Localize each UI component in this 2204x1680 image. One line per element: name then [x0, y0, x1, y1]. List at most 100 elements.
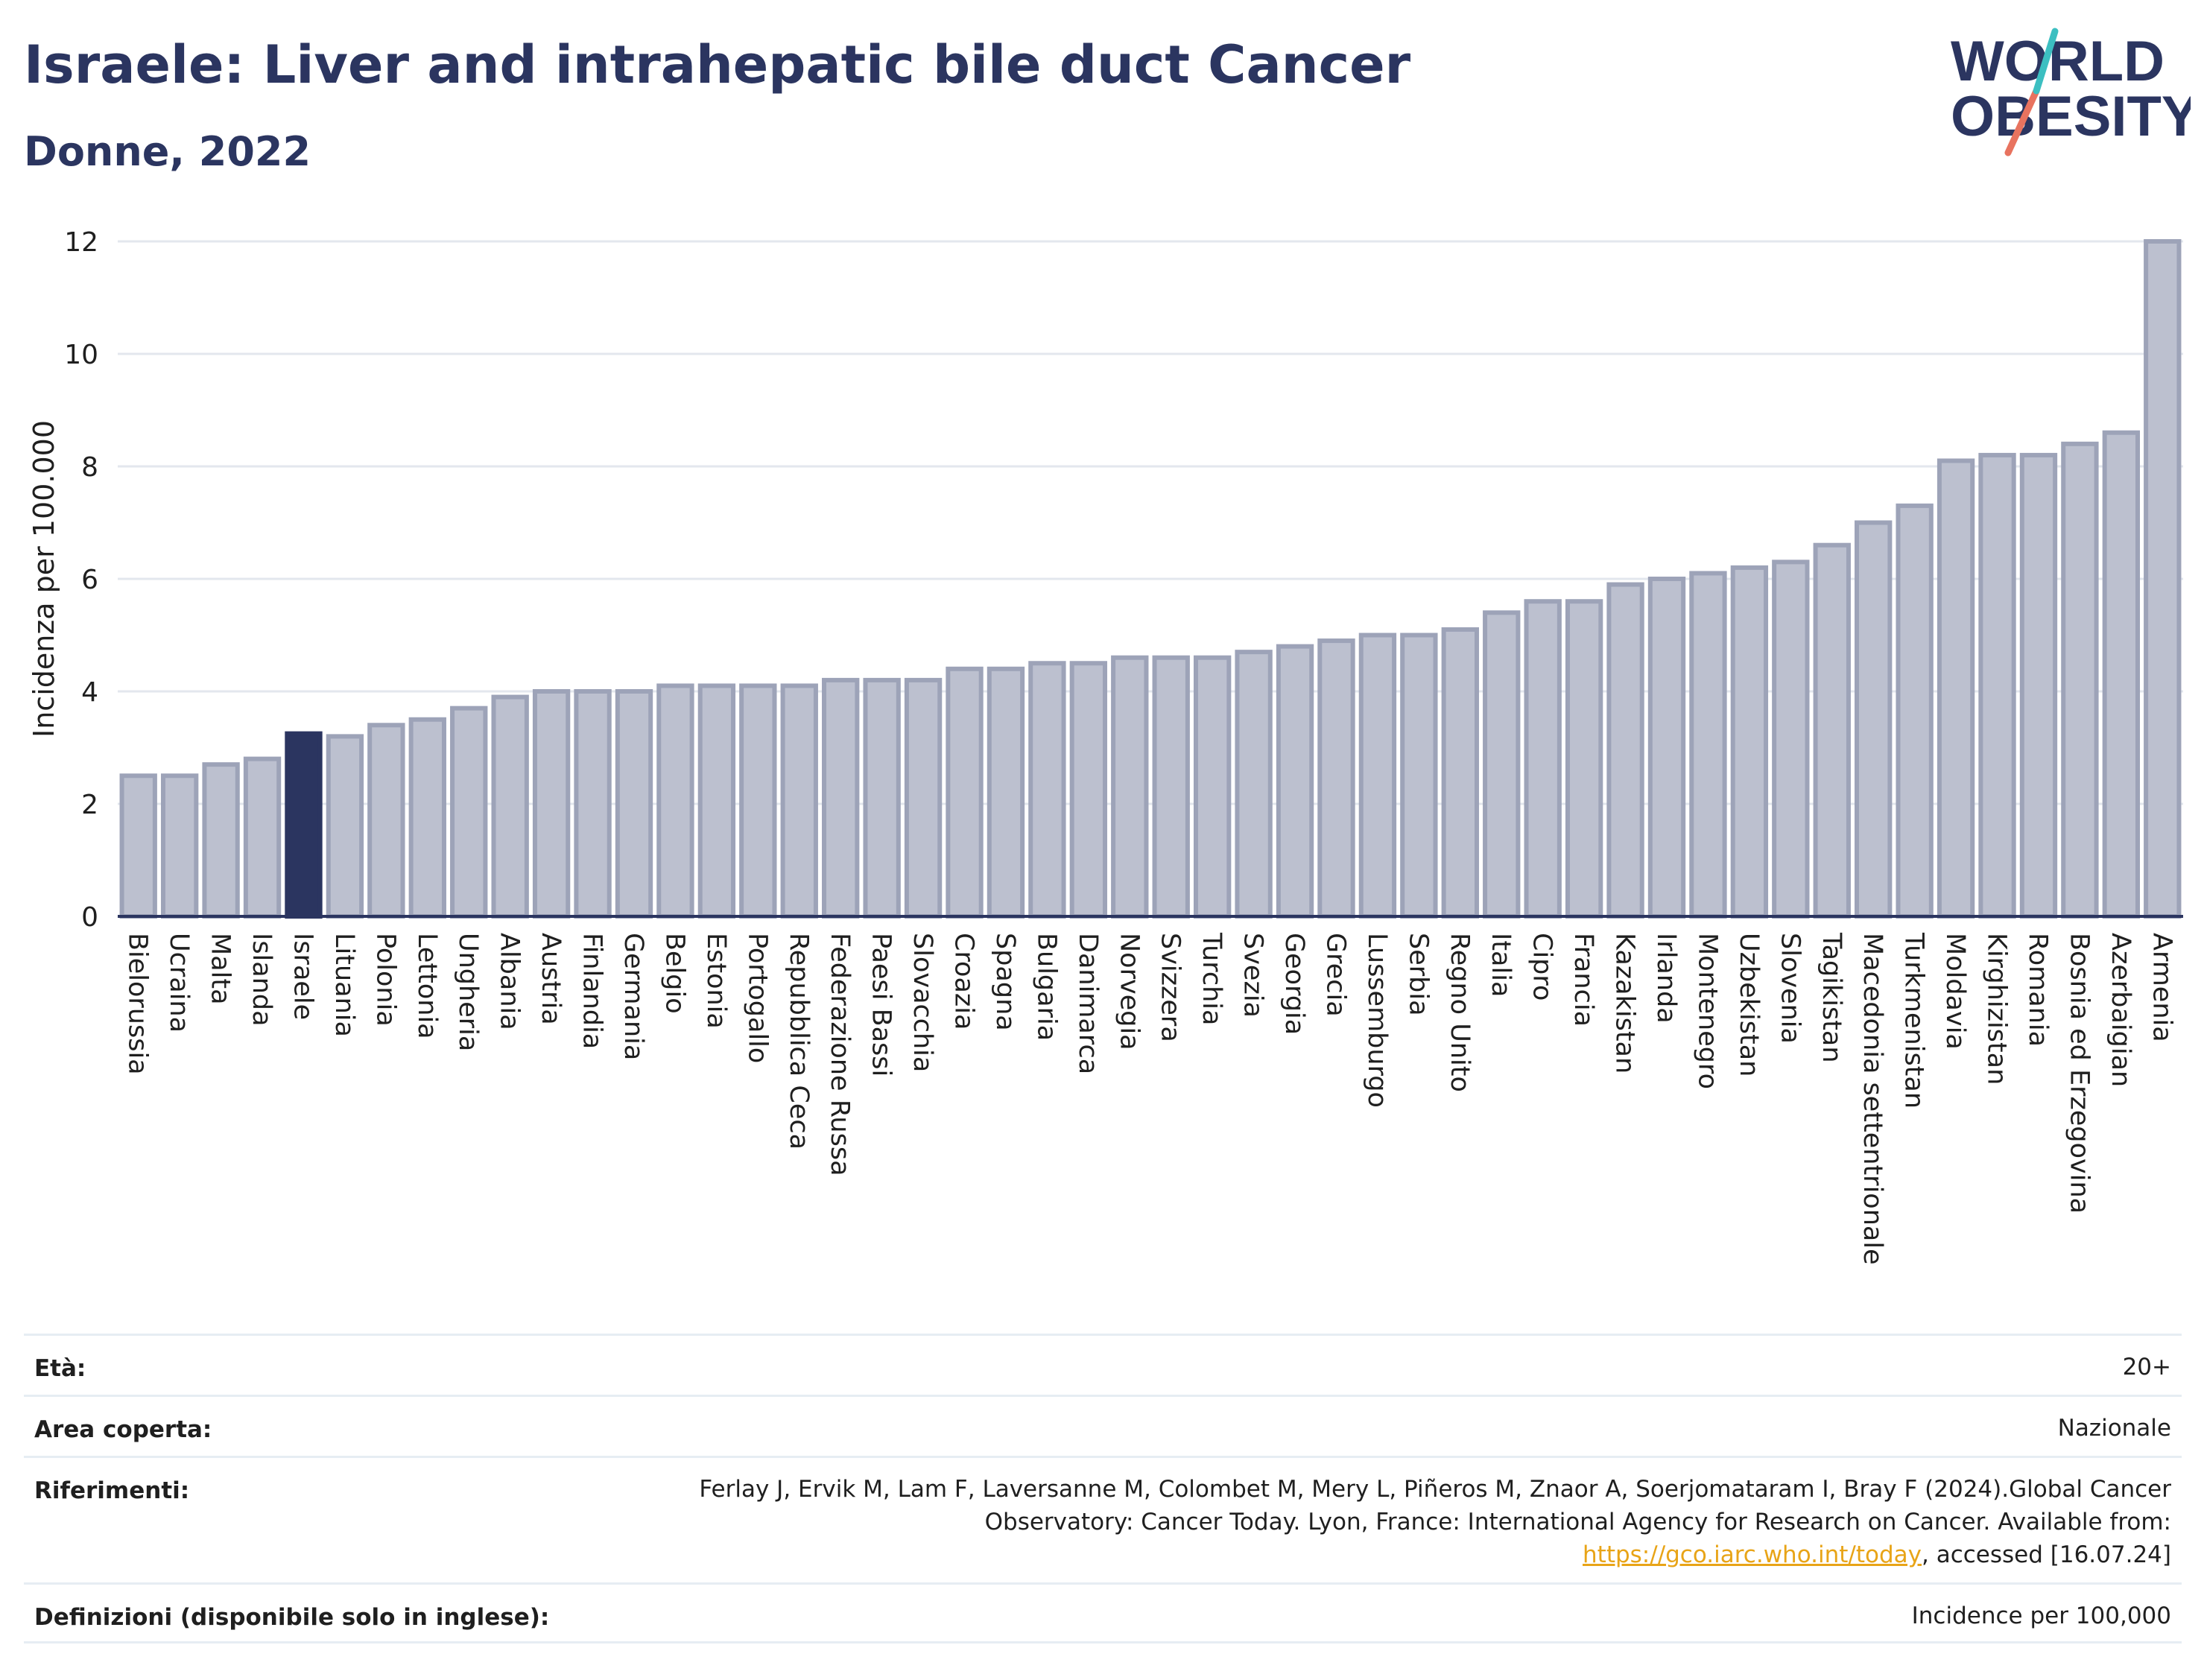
bar-grecia: [1317, 638, 1355, 919]
references-value: Ferlay J, Ervik M, Lam F, Laversanne M, …: [644, 1458, 2171, 1571]
x-tick-label: Armenia: [2147, 933, 2176, 1042]
meta-row-area: Area coperta: Nazionale: [24, 1395, 2182, 1456]
bar-paesi-bassi: [863, 677, 901, 919]
x-tick-label: Grecia: [1320, 933, 1350, 1017]
bar-italia: [1483, 610, 1521, 919]
x-tick-label: Portogallo: [742, 933, 772, 1063]
chart-title: Israele: Liver and intrahepatic bile duc…: [24, 34, 1411, 95]
x-tick-label: Francia: [1568, 933, 1598, 1027]
x-tick-label: Montenegro: [1692, 933, 1722, 1089]
y-tick-label: 12: [64, 227, 98, 258]
bar-estonia: [697, 683, 736, 919]
x-tick-label: Federazione Russa: [825, 933, 855, 1176]
bar-cipro: [1524, 599, 1562, 919]
x-tick-label: Bulgaria: [1031, 933, 1061, 1041]
bar-svezia: [1235, 650, 1273, 919]
metadata-table: Età: 20+ Area coperta: Nazionale Riferim…: [24, 1334, 2182, 1643]
x-tick-label: Svizzera: [1156, 933, 1185, 1042]
bar-bosnia-ed-erzegovina: [2061, 441, 2099, 919]
bar-kazakistan: [1606, 582, 1644, 919]
references-text: Ferlay J, Ervik M, Lam F, Laversanne M, …: [699, 1476, 2171, 1535]
x-tick-label: Azerbaigian: [2106, 933, 2135, 1087]
chart-subtitle: Donne, 2022: [24, 128, 311, 175]
x-tick-label: Ucraina: [164, 933, 194, 1033]
x-tick-label: Slovacchia: [908, 933, 937, 1072]
x-tick-label: Austria: [536, 933, 566, 1025]
x-tick-label: Cipro: [1527, 933, 1557, 1001]
bar-islanda: [243, 756, 282, 919]
x-tick-label: Lussemburgo: [1362, 933, 1392, 1108]
bar-georgia: [1276, 644, 1314, 919]
bar-montenegro: [1689, 571, 1727, 919]
x-tick-label: Malta: [206, 933, 235, 1005]
logo-line2: OBESITY: [1951, 85, 2191, 148]
bar-ungheria: [450, 706, 488, 919]
bar-ucraina: [160, 773, 199, 919]
x-tick-label: Paesi Bassi: [867, 933, 896, 1077]
bar-romania: [2019, 452, 2058, 919]
bar-moldavia: [1937, 458, 1975, 919]
bar-polonia: [367, 723, 405, 919]
bar-albania: [491, 694, 529, 919]
logo-line1: WORLD: [1951, 30, 2165, 93]
x-tick-label: Repubblica Ceca: [784, 933, 814, 1150]
x-tick-label: Norvegia: [1114, 933, 1144, 1050]
bar-bulgaria: [1028, 661, 1066, 919]
x-tick-label: Tagikistan: [1817, 932, 1846, 1063]
x-tick-label: Italia: [1486, 933, 1516, 997]
bar-croazia: [946, 666, 984, 919]
y-tick-label: 10: [64, 340, 98, 370]
references-label: Riferimenti:: [34, 1477, 190, 1504]
bar-lituania: [326, 734, 364, 919]
y-tick-label: 2: [81, 790, 98, 820]
x-tick-label: Croazia: [949, 933, 979, 1030]
area-value: Nazionale: [2057, 1415, 2171, 1442]
bar-lussemburgo: [1358, 633, 1397, 919]
x-tick-label: Regno Unito: [1445, 933, 1475, 1092]
references-link[interactable]: https://gco.iarc.who.int/today: [1583, 1541, 1922, 1568]
bar-austria: [532, 689, 571, 919]
bar-finlandia: [574, 689, 612, 919]
x-tick-label: Israele: [288, 933, 317, 1020]
logo-slash-coral: [2004, 87, 2040, 156]
x-tick-label: Polonia: [370, 933, 400, 1027]
area-label: Area coperta:: [34, 1416, 212, 1443]
x-tick-label: Danimarca: [1073, 933, 1103, 1074]
x-tick-label: Bosnia ed Erzegovina: [2064, 933, 2094, 1214]
x-tick-label: Irlanda: [1651, 933, 1681, 1024]
bar-serbia: [1400, 633, 1438, 919]
x-tick-label: Bielorussia: [123, 933, 153, 1075]
x-tick-label: Moldavia: [1940, 933, 1970, 1050]
x-tick-label: Kazakistan: [1610, 933, 1640, 1074]
logo-slash-teal: [2033, 28, 2059, 95]
x-tick-label: Kirghizistan: [1982, 933, 2012, 1085]
bar-turkmenistan: [1896, 503, 1934, 919]
tick-labels: 0 2 4 6 8 10 12 Bielorussia Ucraina Malta Islanda I…: [64, 227, 2176, 1265]
x-tick-label: Georgia: [1279, 933, 1309, 1035]
x-tick-label: Slovenia: [1775, 933, 1805, 1044]
bar-slovacchia: [904, 677, 943, 919]
bar-malta: [202, 762, 240, 919]
bar-lettonia: [408, 717, 446, 919]
x-tick-label: Lituania: [329, 933, 359, 1037]
definitions-value: Incidence per 100,000: [1911, 1603, 2171, 1629]
bar-norvegia: [1111, 655, 1149, 919]
x-tick-label: Spagna: [990, 933, 1020, 1031]
bar-macedonia-settentrionale: [1855, 520, 1893, 919]
x-tick-label: Svezia: [1238, 933, 1268, 1018]
x-tick-label: Germania: [618, 933, 648, 1060]
x-tick-label: Islanda: [247, 933, 276, 1027]
bar-repubblica-ceca: [780, 683, 818, 919]
bar-germania: [615, 689, 653, 919]
x-tick-label: Uzbekistan: [1734, 933, 1764, 1077]
bar-slovenia: [1772, 560, 1810, 919]
bar-spagna: [987, 666, 1025, 919]
bar-armenia: [2144, 239, 2182, 919]
bar-uzbekistan: [1730, 565, 1769, 919]
x-tick-label: Romania: [2023, 933, 2053, 1047]
bar-belgio: [656, 683, 694, 919]
y-axis-label: Incidenza per 100.000: [28, 420, 60, 738]
bar-regno-unito: [1441, 627, 1479, 919]
meta-row-definitions: Definizioni (disponibile solo in inglese…: [24, 1582, 2182, 1643]
bar-tagikistan: [1813, 542, 1851, 919]
